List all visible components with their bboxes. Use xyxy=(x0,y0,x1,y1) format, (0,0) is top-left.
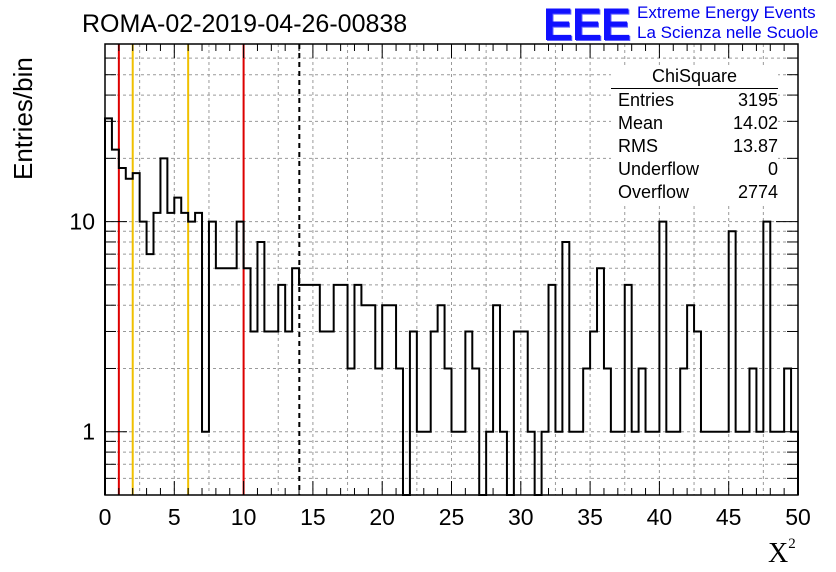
x-axis-label-text: X xyxy=(768,538,789,569)
x-tick-label: 40 xyxy=(647,504,673,530)
x-tick-label: 0 xyxy=(99,504,112,530)
eee-logo: EEE xyxy=(543,0,631,50)
histogram-step-line xyxy=(104,117,799,496)
logo-subtitle-1: Extreme Energy Events xyxy=(637,3,816,22)
stats-box: ChiSquare Entries 3195 Mean 14.02 RMS 13… xyxy=(611,66,778,205)
tick-labels: 0 5 10 15 20 25 30 35 40 45 50 1 10 xyxy=(69,209,810,530)
axes xyxy=(104,43,799,496)
x-tick-label: 20 xyxy=(369,504,395,530)
reference-lines xyxy=(117,44,301,495)
stat-row-overflow: Overflow 2774 xyxy=(611,182,778,205)
histogram-bins xyxy=(104,117,799,496)
stat-label: Overflow xyxy=(618,182,690,202)
stat-label: RMS xyxy=(618,136,658,156)
x-tick-label: 50 xyxy=(785,504,811,530)
stat-row-entries: Entries 3195 xyxy=(611,90,778,113)
x-tick-label: 25 xyxy=(439,504,465,530)
stat-label: Mean xyxy=(618,113,664,133)
stat-value: 14.02 xyxy=(732,113,778,133)
stat-row-rms: RMS 13.87 xyxy=(611,136,778,159)
stat-value: 0 xyxy=(767,159,778,179)
stat-value: 2774 xyxy=(737,182,778,202)
stat-value: 3195 xyxy=(737,90,778,110)
x-axis-label: X2 xyxy=(768,535,796,570)
stat-label: Underflow xyxy=(618,159,700,179)
stat-value: 13.87 xyxy=(732,136,778,156)
x-tick-label: 5 xyxy=(168,504,181,530)
y-axis-label: Entries/bin xyxy=(8,57,38,180)
y-tick-label: 1 xyxy=(82,419,95,445)
stats-title: ChiSquare xyxy=(611,66,778,89)
x-tick-label: 45 xyxy=(716,504,742,530)
stat-row-underflow: Underflow 0 xyxy=(611,159,778,182)
y-tick-label: 10 xyxy=(69,209,95,235)
x-axis-label-sup: 2 xyxy=(788,535,796,552)
logo-subtitle-2: La Scienza nelle Scuole xyxy=(637,23,819,42)
chart-title: ROMA-02-2019-04-26-00838 xyxy=(82,10,408,38)
stat-label: Entries xyxy=(618,90,675,110)
x-tick-label: 15 xyxy=(300,504,326,530)
x-tick-label: 10 xyxy=(231,504,257,530)
x-tick-label: 35 xyxy=(577,504,603,530)
x-tick-label: 30 xyxy=(508,504,534,530)
stat-row-mean: Mean 14.02 xyxy=(611,113,778,136)
